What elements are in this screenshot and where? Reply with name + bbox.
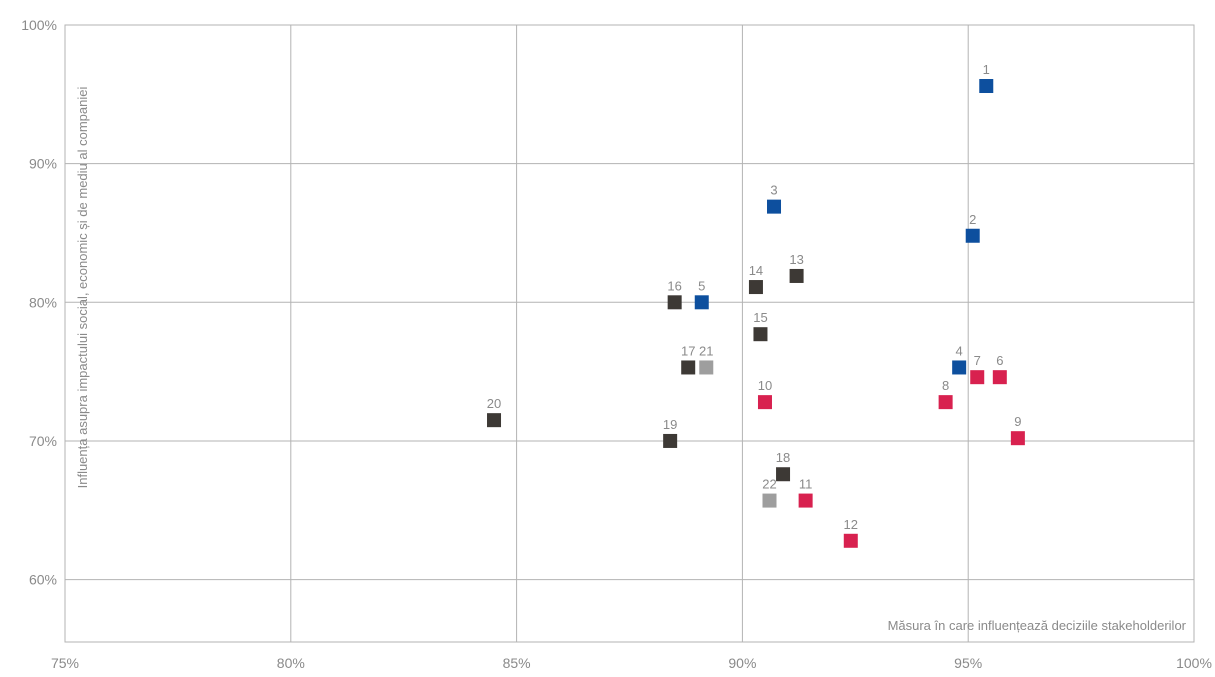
x-axis-title: Măsura în care influențează deciziile st… (888, 618, 1187, 633)
point-label: 14 (749, 263, 763, 278)
data-point: 11 (798, 477, 813, 508)
point-label: 1 (983, 62, 990, 77)
point-marker (748, 280, 763, 295)
point-marker (952, 360, 967, 375)
data-point: 9 (1010, 414, 1025, 446)
point-label: 12 (844, 517, 858, 532)
data-point: 1 (979, 62, 994, 94)
point-marker (798, 493, 813, 508)
data-point: 15 (753, 310, 768, 342)
point-label: 10 (758, 378, 772, 393)
x-tick-label: 100% (1176, 655, 1212, 671)
data-point: 5 (694, 278, 709, 310)
point-marker (487, 413, 502, 428)
data-point: 18 (776, 450, 791, 482)
x-tick-label: 85% (503, 655, 531, 671)
data-point: 19 (663, 417, 677, 448)
data-point: 6 (992, 353, 1007, 385)
point-label: 9 (1014, 414, 1021, 429)
point-marker (992, 370, 1007, 385)
y-tick-label: 100% (21, 17, 57, 33)
data-point: 3 (767, 183, 782, 214)
y-tick-label: 90% (29, 156, 57, 172)
y-tick-label: 80% (29, 294, 57, 310)
data-point: 14 (748, 263, 763, 295)
point-label: 22 (762, 477, 776, 492)
y-axis-title: Influența asupra impactului social, econ… (75, 87, 90, 489)
point-marker (663, 433, 678, 448)
point-marker (757, 395, 772, 410)
point-marker (789, 268, 804, 283)
point-marker (694, 295, 709, 310)
y-tick-label: 70% (29, 433, 57, 449)
point-label: 7 (974, 353, 981, 368)
x-tick-label: 80% (277, 655, 305, 671)
point-label: 4 (956, 343, 963, 358)
data-point: 10 (757, 378, 772, 410)
x-tick-label: 90% (728, 655, 756, 671)
point-label: 17 (681, 343, 695, 358)
point-label: 15 (753, 310, 767, 325)
point-label: 21 (699, 343, 713, 358)
data-point: 22 (762, 477, 777, 508)
point-label: 3 (770, 183, 777, 198)
point-marker (965, 228, 980, 243)
data-point: 17 (681, 343, 696, 375)
point-label: 11 (799, 477, 813, 492)
point-marker (762, 493, 777, 508)
point-marker (753, 327, 768, 342)
point-label: 19 (663, 417, 677, 432)
point-label: 8 (942, 378, 949, 393)
point-marker (667, 295, 682, 310)
point-marker (767, 199, 782, 214)
data-point: 13 (789, 252, 804, 283)
x-tick-label: 95% (954, 655, 982, 671)
point-marker (938, 395, 953, 410)
point-label: 20 (487, 396, 501, 411)
point-marker (979, 79, 994, 94)
point-label: 16 (667, 278, 681, 293)
data-point: 21 (699, 343, 714, 375)
point-label: 13 (789, 252, 803, 267)
point-label: 18 (776, 450, 790, 465)
data-point: 16 (667, 278, 682, 310)
y-tick-label: 60% (29, 572, 57, 588)
data-point: 4 (952, 343, 967, 375)
data-point: 7 (970, 353, 985, 385)
point-marker (699, 360, 714, 375)
point-marker (970, 370, 985, 385)
grid-layer (64, 24, 1195, 643)
data-point: 8 (938, 378, 953, 410)
x-tick-label: 75% (51, 655, 79, 671)
point-marker (776, 467, 791, 482)
point-label: 5 (698, 278, 705, 293)
plot-frame (64, 24, 1195, 643)
tick-label-layer: 75% 80% 85% 90% 95% 100% 60% 70% 80% 90% 100% (21, 17, 1212, 671)
point-marker (681, 360, 696, 375)
data-point: 20 (487, 396, 502, 428)
point-marker (843, 533, 858, 548)
data-point: 12 (844, 517, 858, 548)
point-label: 2 (969, 212, 976, 227)
point-label: 6 (996, 353, 1003, 368)
data-point: 2 (965, 212, 980, 243)
point-marker (1010, 431, 1025, 446)
